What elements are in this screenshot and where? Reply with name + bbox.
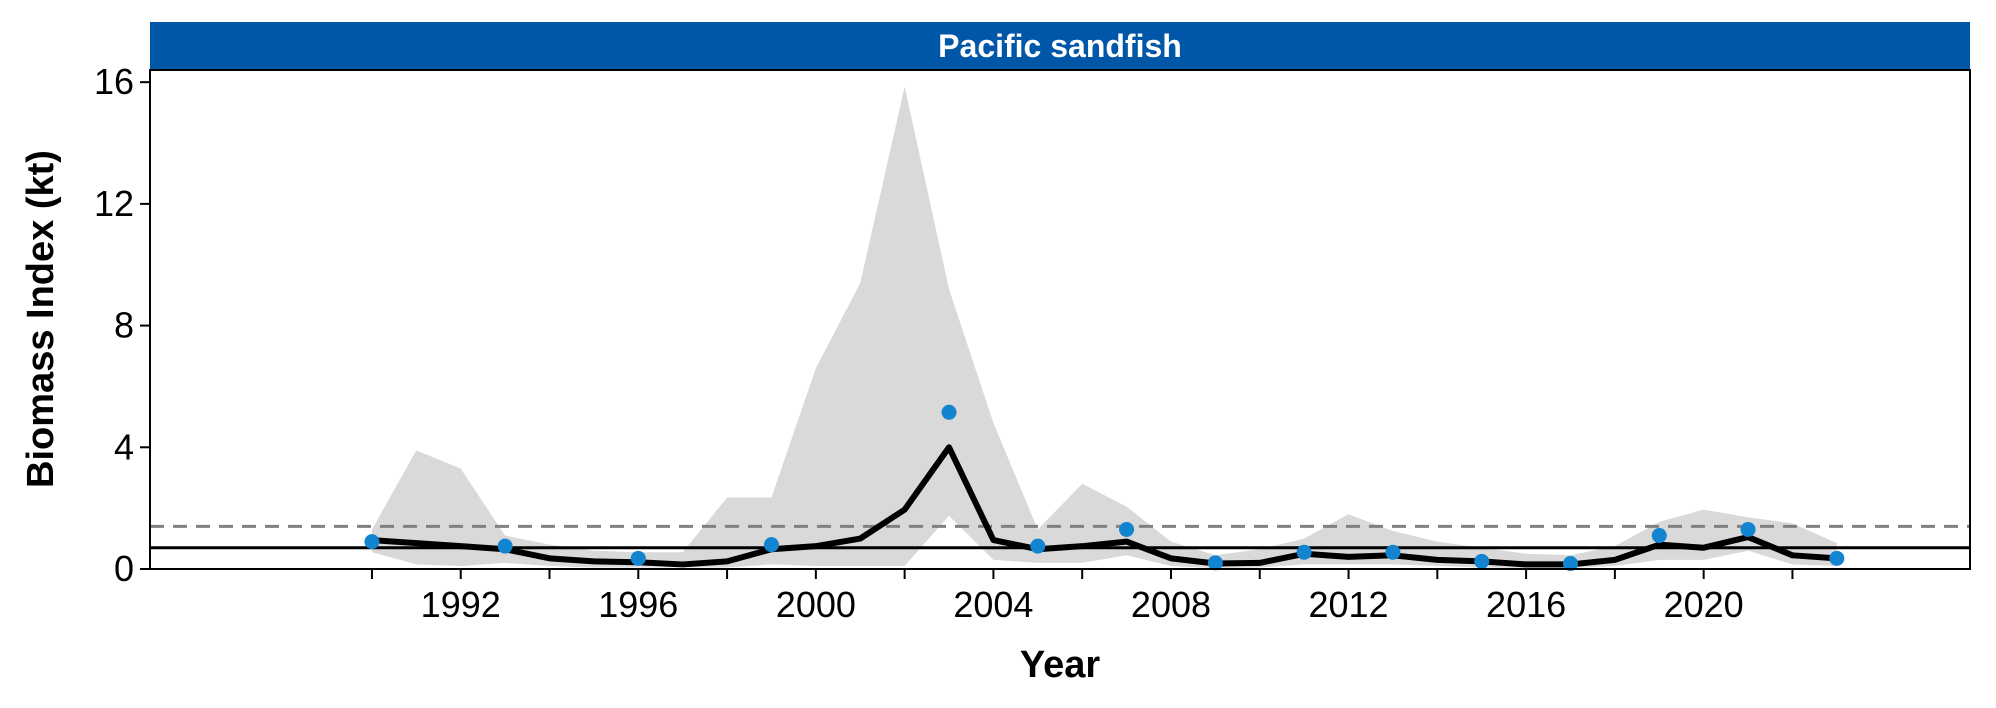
observed-points-layer: [364, 404, 1845, 572]
observed-point: [1651, 528, 1667, 544]
trend-line-layer: [371, 444, 1838, 568]
y-axis: 0 4 8 12 16: [94, 61, 150, 589]
x-tick-label: 2008: [1131, 584, 1211, 625]
x-tick-label: 2020: [1664, 584, 1744, 625]
observed-point: [1385, 544, 1401, 560]
observed-point: [364, 534, 380, 550]
observed-point: [1030, 538, 1046, 554]
observed-point: [1740, 521, 1756, 537]
x-tick-label: 1992: [421, 584, 501, 625]
x-axis: 1992 1996 2000 2004 2008 2012 2016 2020: [370, 569, 1794, 625]
facet-strip-title: Pacific sandfish: [938, 28, 1182, 64]
observed-point: [630, 550, 646, 566]
x-tick-label: 2016: [1486, 584, 1566, 625]
y-tick-label: 8: [114, 305, 134, 346]
observed-point: [1474, 553, 1490, 569]
observed-point: [941, 404, 957, 420]
observed-point: [497, 538, 513, 554]
confidence-ribbon: [371, 86, 1837, 569]
observed-point: [763, 537, 779, 553]
y-tick-label: 4: [114, 426, 134, 467]
observed-point: [1829, 550, 1845, 566]
plot-panel-border: [149, 69, 1971, 570]
observed-point: [1207, 555, 1223, 571]
facet-strip: [150, 22, 1970, 70]
observed-point: [1296, 544, 1312, 560]
x-tick-label: 2000: [776, 584, 856, 625]
y-axis-title: Biomass Index (kt): [20, 150, 62, 488]
x-tick-label: 2012: [1308, 584, 1388, 625]
x-tick-label: 2004: [953, 584, 1033, 625]
y-tick-label: 0: [114, 548, 134, 589]
confidence-ribbon-layer: [371, 86, 1837, 569]
y-tick-label: 16: [94, 61, 134, 102]
observed-point: [1562, 556, 1578, 572]
y-tick-label: 12: [94, 183, 134, 224]
x-tick-label: 1996: [598, 584, 678, 625]
observed-point: [1119, 521, 1135, 537]
x-axis-title: Year: [1020, 644, 1101, 686]
trend-line: [371, 444, 1838, 568]
